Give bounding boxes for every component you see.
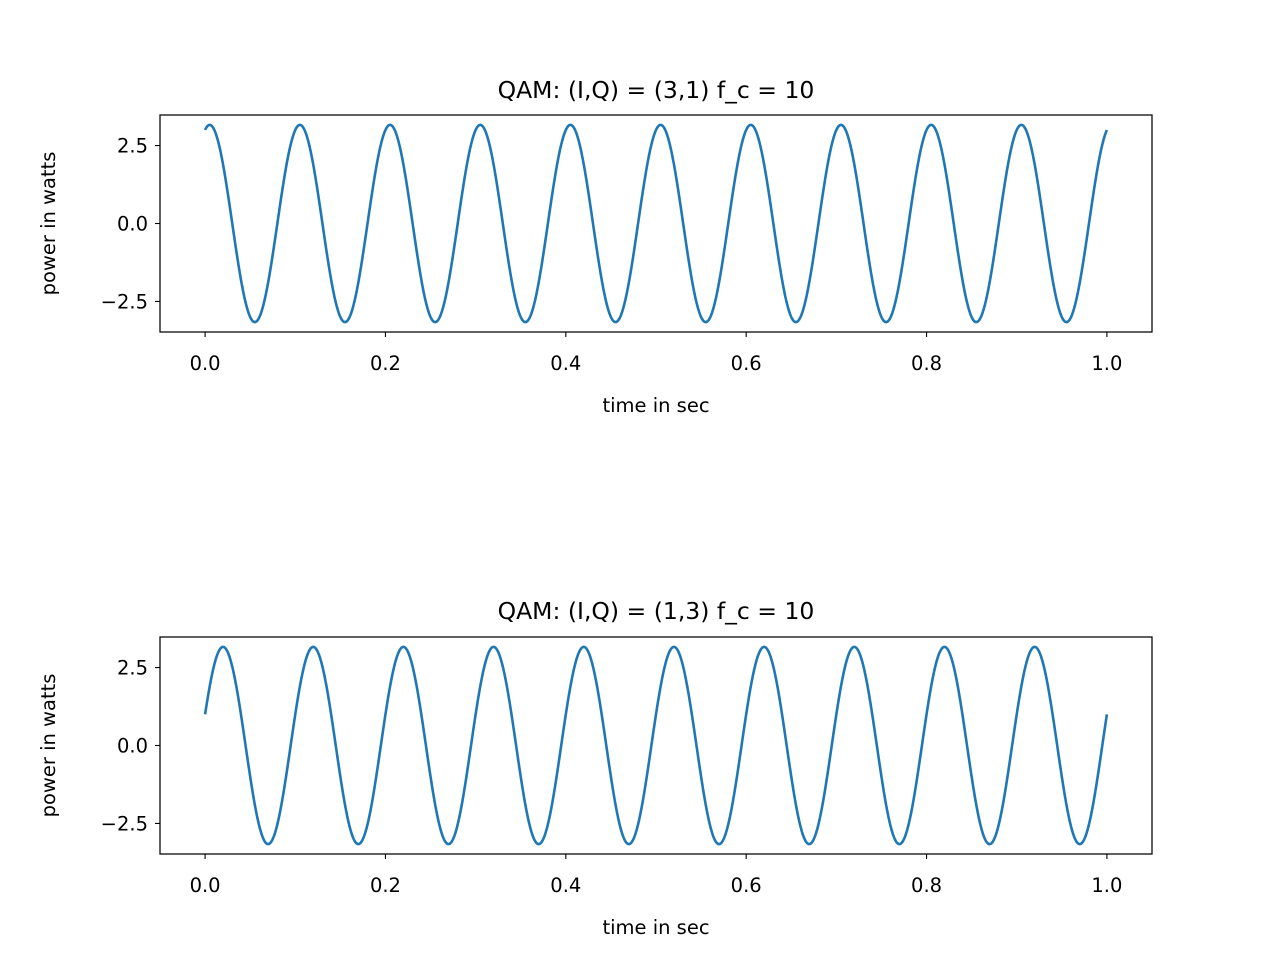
y-tick-label: 2.5 — [117, 135, 148, 158]
subplot-1-x-ticks: 0.0 0.2 0.4 0.6 0.8 1.0 — [190, 332, 1122, 375]
x-tick-label: 0.0 — [190, 352, 221, 375]
subplot-1-plot-area — [203, 123, 1109, 324]
y-tick-label: 0.0 — [117, 735, 148, 758]
y-tick-label: 0.0 — [117, 213, 148, 236]
subplot-1-series-line — [203, 123, 1109, 324]
subplot-1: QAM: (I,Q) = (3,1) f_c = 10 0.0 0.2 0.4 0.6… — [37, 76, 1153, 417]
x-tick-label: 0.6 — [731, 352, 762, 375]
x-tick-label: 0.6 — [731, 874, 762, 897]
subplot-2-y-ticks: −2.5 0.0 2.5 — [101, 657, 160, 835]
subplot-2-series-line — [203, 645, 1109, 846]
subplot-1-x-axis-label: time in sec — [602, 394, 709, 417]
x-tick-label: 0.0 — [190, 874, 221, 897]
subplot-2-plot-area — [203, 645, 1109, 846]
x-tick-label: 0.4 — [550, 352, 581, 375]
subplot-2-x-ticks: 0.0 0.2 0.4 0.6 0.8 1.0 — [190, 854, 1122, 897]
y-tick-label: 2.5 — [117, 657, 148, 680]
y-tick-label: −2.5 — [101, 812, 148, 835]
x-tick-label: 0.8 — [911, 874, 942, 897]
subplot-1-title: QAM: (I,Q) = (3,1) f_c = 10 — [498, 76, 815, 104]
subplot-1-y-axis-label: power in watts — [37, 152, 60, 296]
x-tick-label: 0.4 — [550, 874, 581, 897]
x-tick-label: 0.8 — [911, 352, 942, 375]
y-tick-label: −2.5 — [101, 290, 148, 313]
subplot-1-y-ticks: −2.5 0.0 2.5 — [101, 135, 160, 313]
subplot-2-x-axis-label: time in sec — [602, 916, 709, 939]
subplot-2: QAM: (I,Q) = (1,3) f_c = 10 0.0 0.2 0.4 0.6… — [37, 597, 1153, 939]
x-tick-label: 1.0 — [1091, 352, 1122, 375]
x-tick-label: 0.2 — [370, 352, 401, 375]
x-tick-label: 0.2 — [370, 874, 401, 897]
x-tick-label: 1.0 — [1091, 874, 1122, 897]
subplot-2-title: QAM: (I,Q) = (1,3) f_c = 10 — [498, 597, 815, 625]
subplot-2-y-axis-label: power in watts — [37, 674, 60, 818]
